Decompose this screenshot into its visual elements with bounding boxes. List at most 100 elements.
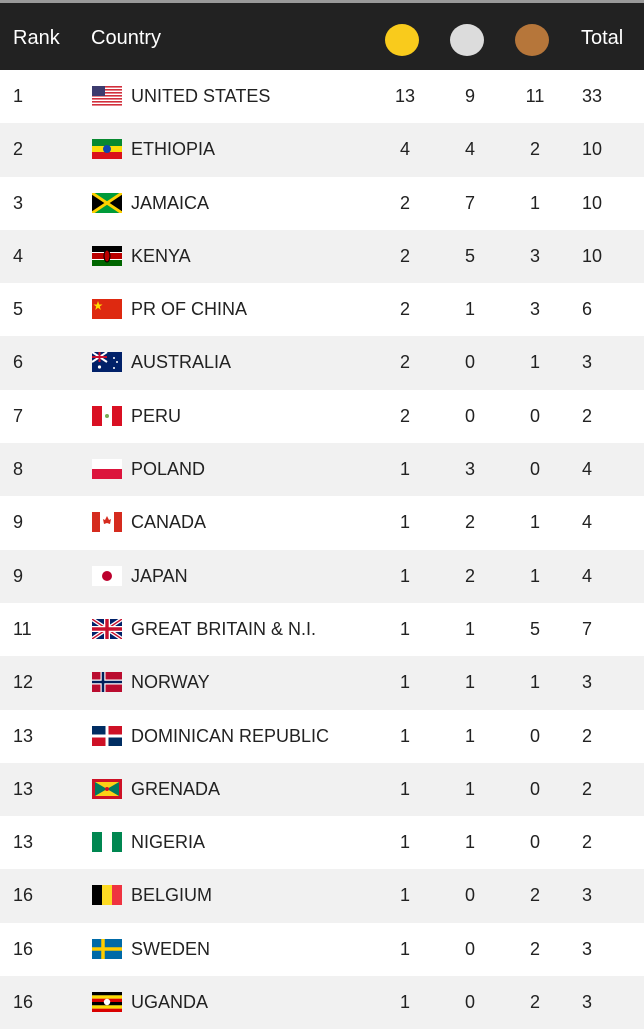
country-name[interactable]: JAPAN [131,565,188,586]
table-row[interactable]: 16 SWEDEN 1 0 2 3 [0,923,644,976]
silver-count: 1 [464,778,475,799]
table-row[interactable]: 8 POLAND 1 3 0 4 [0,443,644,497]
total-count: 3 [582,885,593,906]
country-name[interactable]: JAMAICA [131,192,210,213]
gold-count: 4 [399,139,410,160]
country-name[interactable]: GREAT BRITAIN & N.I. [131,618,317,639]
bronze-count: 1 [529,512,540,533]
table-row[interactable]: 1 UNITED STATES 13 9 11 33 [0,70,644,123]
belgium-flag-icon [92,885,122,906]
bronze-medal-icon[interactable] [515,24,549,56]
rank: 16 [13,938,34,959]
country-name[interactable]: DOMINICAN REPUBLIC [131,725,330,746]
nigeria-flag-icon [92,832,122,853]
total-count: 2 [582,405,593,426]
country-name[interactable]: SWEDEN [131,938,211,959]
silver-count: 2 [464,565,475,586]
country-name[interactable]: ETHIOPIA [131,139,216,160]
grenada-flag-icon [92,778,122,799]
bronze-count: 5 [529,618,540,639]
table-row[interactable]: 6 AUSTRALIA 2 0 1 3 [0,336,644,390]
table-row[interactable]: 3 JAMAICA 2 7 1 10 [0,177,644,230]
silver-count: 0 [464,405,475,426]
total-count: 3 [582,992,593,1013]
bronze-count: 2 [529,938,540,959]
rank: 2 [13,139,24,160]
kenya-flag-icon [92,245,122,266]
bronze-count: 3 [529,245,540,266]
gold-count: 2 [399,405,410,426]
silver-count: 1 [464,725,475,746]
table-row[interactable]: 4 KENYA 2 5 3 10 [0,229,644,284]
gold-count: 2 [399,245,410,266]
dominican-flag-icon [92,725,122,746]
total-count: 10 [582,139,603,160]
table-row[interactable]: 12 NORWAY 1 1 1 3 [0,656,644,710]
rank: 3 [13,192,24,213]
table-row[interactable]: 5 PR OF CHINA 2 1 3 6 [0,283,644,336]
silver-count: 1 [464,299,475,320]
jamaica-flag-icon [92,192,122,213]
country-name[interactable]: NORWAY [131,672,210,693]
total-count: 2 [582,778,593,799]
table-header: Rank Country Total [0,3,644,70]
country-name[interactable]: CANADA [131,512,207,533]
rank: 16 [13,885,34,906]
country-name[interactable]: PR OF CHINA [131,299,248,320]
rank-header[interactable]: Rank [13,27,60,49]
country-name[interactable]: BELGIUM [131,885,213,906]
total-count: 4 [582,512,593,533]
silver-count: 1 [464,672,475,693]
bronze-count: 3 [529,299,540,320]
bronze-count: 1 [529,565,540,586]
rank: 12 [13,672,34,693]
total-count: 2 [582,832,593,853]
country-name[interactable]: AUSTRALIA [131,352,232,373]
table-row[interactable]: 16 BELGIUM 1 0 2 3 [0,869,644,923]
total-count: 7 [582,618,593,639]
bronze-count: 1 [529,352,540,373]
bronze-count: 0 [529,832,540,853]
gold-count: 2 [399,352,410,373]
gold-count: 1 [399,512,410,533]
gold-count: 2 [399,299,410,320]
table-row[interactable]: 16 UGANDA 1 0 2 3 [0,976,644,1029]
silver-medal-icon[interactable] [450,24,484,56]
silver-count: 0 [464,885,475,906]
total-header[interactable]: Total [581,27,624,49]
bronze-count: 2 [529,992,540,1013]
total-count: 6 [582,299,593,320]
country-name[interactable]: GRENADA [131,778,221,799]
bronze-count: 1 [529,192,540,213]
country-name[interactable]: POLAND [131,459,206,480]
china-flag-icon [92,299,122,320]
japan-flag-icon [92,565,122,586]
silver-count: 9 [464,86,475,106]
silver-count: 0 [464,938,475,959]
table-row[interactable]: 13 GRENADA 1 1 0 2 [0,762,644,817]
gold-count: 2 [399,192,410,213]
table-row[interactable]: 11 GREAT BRITAIN & N.I. 1 1 5 7 [0,603,644,656]
table-row[interactable]: 7 PERU 2 0 0 2 [0,390,644,443]
gold-medal-icon[interactable] [385,24,419,56]
country-name[interactable]: UGANDA [131,992,209,1013]
table-row[interactable]: 13 NIGERIA 1 1 0 2 [0,816,644,869]
table-row[interactable]: 9 CANADA 1 2 1 4 [0,496,644,549]
table-row[interactable]: 2 ETHIOPIA 4 4 2 10 [0,123,644,177]
total-count: 10 [582,245,603,266]
norway-flag-icon [92,672,122,693]
bronze-count: 0 [529,725,540,746]
country-name[interactable]: KENYA [131,245,191,266]
gold-count: 1 [399,992,410,1013]
bronze-count: 0 [529,405,540,426]
table-row[interactable]: 13 DOMINICAN REPUBLIC 1 1 0 2 [0,710,644,763]
silver-count: 0 [464,992,475,1013]
country-name[interactable]: PERU [131,405,182,426]
rank: 7 [13,405,24,426]
us-flag-icon [92,86,122,106]
table-row[interactable]: 9 JAPAN 1 2 1 4 [0,549,644,603]
total-count: 3 [582,672,593,693]
country-name[interactable]: NIGERIA [131,832,206,853]
country-name[interactable]: UNITED STATES [131,86,271,106]
country-header[interactable]: Country [91,27,162,49]
